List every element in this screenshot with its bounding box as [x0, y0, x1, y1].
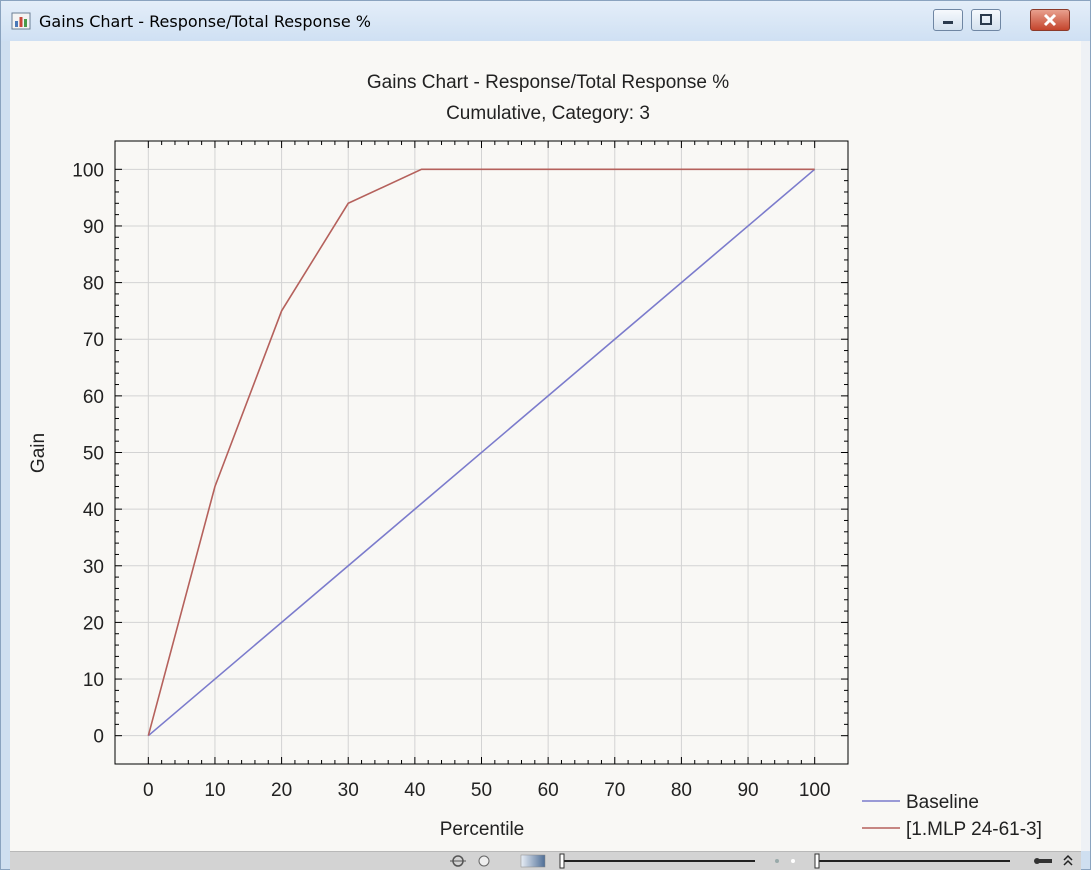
y-tick-label: 20 [83, 613, 104, 634]
close-button[interactable] [1030, 9, 1070, 31]
slider-separator-dots [775, 859, 795, 863]
x-tick-label: 20 [271, 780, 292, 801]
x-tick-label: 100 [799, 780, 831, 801]
chart-subtitle: Cumulative, Category: 3 [446, 103, 650, 124]
minimize-icon [943, 21, 953, 24]
x-tick-label: 50 [471, 780, 492, 801]
chart-title: Gains Chart - Response/Total Response % [367, 72, 729, 93]
series-line-baseline [147, 168, 816, 737]
gradient-icon[interactable] [520, 854, 546, 868]
title-bar[interactable]: Gains Chart - Response/Total Response % [1, 1, 1090, 41]
series-line-mlp [147, 168, 815, 736]
x-tick-label: 30 [338, 780, 359, 801]
y-tick-label: 100 [72, 160, 104, 181]
collapse-icon[interactable] [1063, 854, 1073, 866]
plot-frame [114, 140, 849, 765]
y-tick-label: 40 [83, 500, 104, 521]
x-axis-label: Percentile [440, 819, 525, 840]
y-tick-label: 30 [83, 557, 104, 578]
x-tick-label: 90 [737, 780, 758, 801]
gains-chart: Gains Chart - Response/Total Response % … [28, 72, 1042, 840]
y-tick-label: 70 [83, 330, 104, 351]
x-tick-labels: 0 10 20 30 40 50 60 70 80 90 100 [143, 780, 831, 801]
x-tick-label: 0 [143, 780, 154, 801]
brightness-slider[interactable] [814, 853, 1010, 869]
y-tick-label: 80 [83, 274, 104, 295]
legend-item: Baseline [862, 792, 979, 813]
chart-area: Gains Chart - Response/Total Response % … [10, 41, 1081, 851]
restore-icon [980, 14, 992, 25]
x-tick-label: 40 [404, 780, 425, 801]
y-tick-label: 60 [83, 387, 104, 408]
zoom-slider[interactable] [559, 853, 755, 869]
minimize-button[interactable] [933, 9, 963, 31]
x-tick-label: 10 [204, 780, 225, 801]
maximize-button[interactable] [971, 9, 1001, 31]
pin-icon[interactable] [1034, 858, 1052, 864]
legend-item: [1.MLP 24-61-3] [862, 819, 1042, 840]
window-title: Gains Chart - Response/Total Response % [39, 12, 371, 31]
series-lines [147, 168, 816, 737]
x-tick-label: 60 [538, 780, 559, 801]
right-edge-scrollbar[interactable] [1081, 41, 1090, 851]
move-icon[interactable] [450, 855, 466, 867]
legend-label: Baseline [906, 792, 979, 813]
pan-icon[interactable] [478, 855, 490, 867]
close-icon [1043, 13, 1057, 27]
x-tick-label: 70 [604, 780, 625, 801]
chart-window-icon [11, 12, 31, 30]
legend: Baseline [1.MLP 24-61-3] [862, 792, 1042, 840]
grid-lines [115, 141, 848, 764]
y-tick-label: 0 [93, 727, 104, 748]
y-tick-labels: 0 10 20 30 40 50 60 70 80 90 100 [72, 160, 104, 747]
y-tick-label: 10 [83, 670, 104, 691]
y-axis-label: Gain [28, 433, 49, 473]
y-tick-label: 90 [83, 217, 104, 238]
legend-label: [1.MLP 24-61-3] [906, 819, 1042, 840]
y-tick-label: 50 [83, 444, 104, 465]
x-tick-label: 80 [671, 780, 692, 801]
axis-ticks [115, 141, 848, 764]
status-bar [10, 851, 1081, 870]
